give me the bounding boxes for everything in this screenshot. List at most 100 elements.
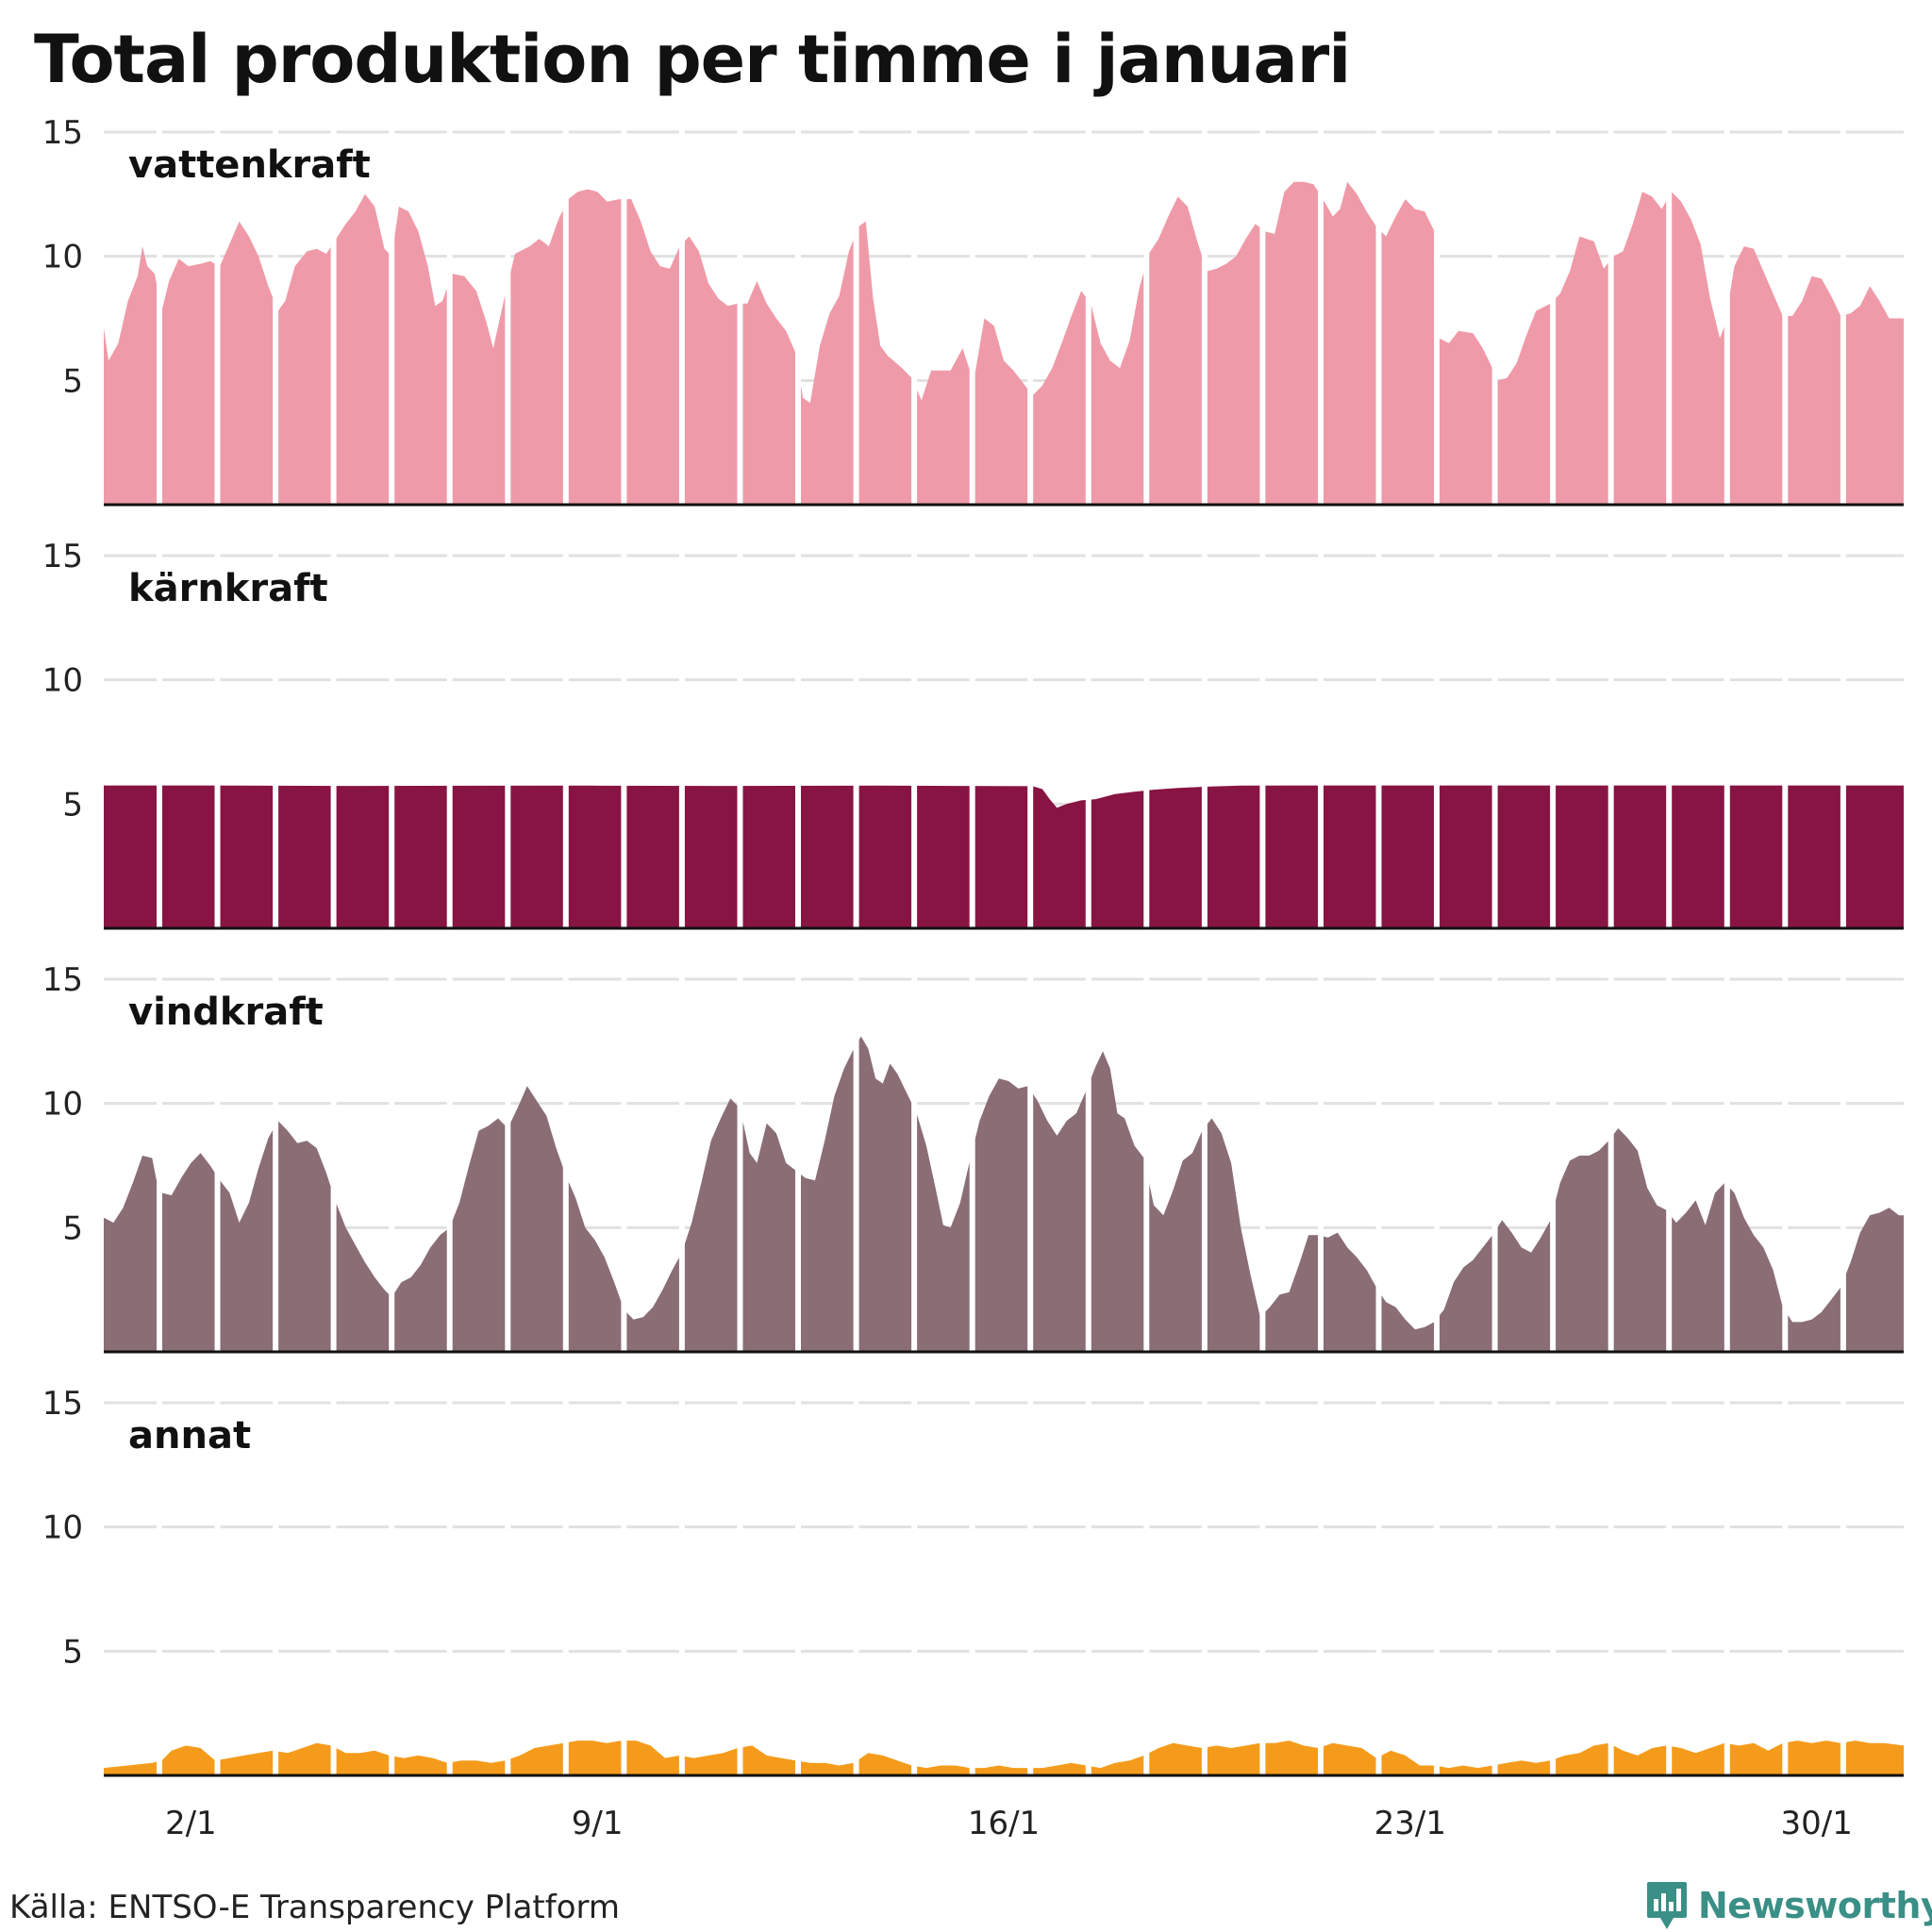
day-gap <box>1491 537 1498 928</box>
day-gap <box>446 537 453 928</box>
day-gap <box>1491 113 1498 505</box>
day-gap <box>737 1384 743 1775</box>
x-tick-label: 2/1 <box>165 1805 217 1842</box>
panel-label: vindkraft <box>128 991 324 1034</box>
day-gap <box>1666 113 1673 505</box>
brand-name: Newsworthy <box>1698 1885 1932 1926</box>
day-gap <box>1434 537 1440 928</box>
day-gap <box>1840 960 1846 1352</box>
day-gap <box>330 960 337 1352</box>
day-gap <box>1201 113 1208 505</box>
panel-label: kärnkraft <box>128 567 328 610</box>
day-gap <box>678 960 685 1352</box>
series-area-vindkraft <box>104 1036 1904 1352</box>
day-gap <box>1259 113 1266 505</box>
day-gap <box>273 1384 279 1775</box>
day-gap <box>562 1384 569 1775</box>
day-gap <box>1782 537 1789 928</box>
day-gap <box>273 537 279 928</box>
day-gap <box>562 113 569 505</box>
day-gap <box>678 537 685 928</box>
day-gap <box>446 113 453 505</box>
day-gap <box>795 537 801 928</box>
day-gap <box>330 1384 337 1775</box>
day-gap <box>1085 537 1091 928</box>
day-gap <box>737 960 743 1352</box>
day-gap <box>505 960 511 1352</box>
day-gap <box>505 113 511 505</box>
source-note: Källa: ENTSO-E Transparency Platform <box>9 1889 621 1926</box>
newsworthy-logo-icon <box>1647 1882 1687 1929</box>
day-gap <box>1550 113 1557 505</box>
day-gap <box>562 960 569 1352</box>
day-gap <box>389 960 395 1352</box>
day-gap <box>1434 113 1440 505</box>
panel-kärnkraft: 5 10 15 kärnkraft <box>42 537 1904 930</box>
day-gap <box>737 537 743 928</box>
y-tick-label: 5 <box>62 1633 83 1671</box>
day-gap <box>1375 537 1382 928</box>
day-gap <box>1201 960 1208 1352</box>
series-area-kärnkraft <box>104 785 1904 928</box>
panel-annat: 5 10 15 annat <box>42 1384 1904 1777</box>
day-gap <box>795 960 801 1352</box>
day-gap <box>795 113 801 505</box>
x-axis: 2/1 9/1 16/1 23/1 30/1 <box>165 1805 1853 1842</box>
day-gap <box>1259 1384 1266 1775</box>
day-gap <box>678 113 685 505</box>
day-gap <box>157 1384 162 1775</box>
day-gap <box>1027 1384 1034 1775</box>
y-tick-label: 15 <box>42 538 83 575</box>
day-gap <box>1318 537 1324 928</box>
panel-vindkraft: 5 10 15 vindkraft <box>42 960 1904 1354</box>
day-gap <box>853 113 859 505</box>
day-gap <box>1491 960 1498 1352</box>
day-gap <box>1666 1384 1673 1775</box>
day-gap <box>1782 960 1789 1352</box>
day-gap <box>1782 1384 1789 1775</box>
day-gap <box>446 960 453 1352</box>
day-gap <box>621 1384 627 1775</box>
day-gap <box>389 537 395 928</box>
day-gap <box>1375 1384 1382 1775</box>
day-gap <box>1085 1384 1091 1775</box>
day-gap <box>1666 960 1673 1352</box>
day-gap <box>969 537 975 928</box>
day-gap <box>1201 537 1208 928</box>
day-gap <box>389 1384 395 1775</box>
y-tick-label: 5 <box>62 1209 83 1247</box>
day-gap <box>214 960 221 1352</box>
day-gap <box>911 537 918 928</box>
day-gap <box>1550 1384 1557 1775</box>
panel-label: annat <box>128 1414 251 1457</box>
series-area-vattenkraft <box>104 181 1904 505</box>
day-gap <box>1724 537 1730 928</box>
x-tick-label: 23/1 <box>1374 1805 1446 1842</box>
day-gap <box>1318 1384 1324 1775</box>
y-tick-label: 15 <box>42 114 83 152</box>
day-gap <box>1550 537 1557 928</box>
day-gap <box>737 113 743 505</box>
y-tick-label: 15 <box>42 1385 83 1423</box>
y-tick-label: 10 <box>42 1509 83 1547</box>
day-gap <box>911 1384 918 1775</box>
day-gap <box>1724 113 1730 505</box>
panel-label: vattenkraft <box>128 143 371 187</box>
x-tick-label: 16/1 <box>968 1805 1040 1842</box>
day-gap <box>853 960 859 1352</box>
day-gap <box>389 113 395 505</box>
day-gap <box>969 1384 975 1775</box>
y-tick-label: 10 <box>42 662 83 700</box>
brand-logo: Newsworthy <box>1645 1879 1932 1932</box>
day-gap <box>853 1384 859 1775</box>
day-gap <box>1607 1384 1614 1775</box>
day-gap <box>505 1384 511 1775</box>
day-gap <box>1666 537 1673 928</box>
day-gap <box>1375 113 1382 505</box>
day-gap <box>214 1384 221 1775</box>
day-gap <box>1434 960 1440 1352</box>
day-gap <box>1607 113 1614 505</box>
day-gap <box>621 113 627 505</box>
y-tick-label: 10 <box>42 1086 83 1124</box>
